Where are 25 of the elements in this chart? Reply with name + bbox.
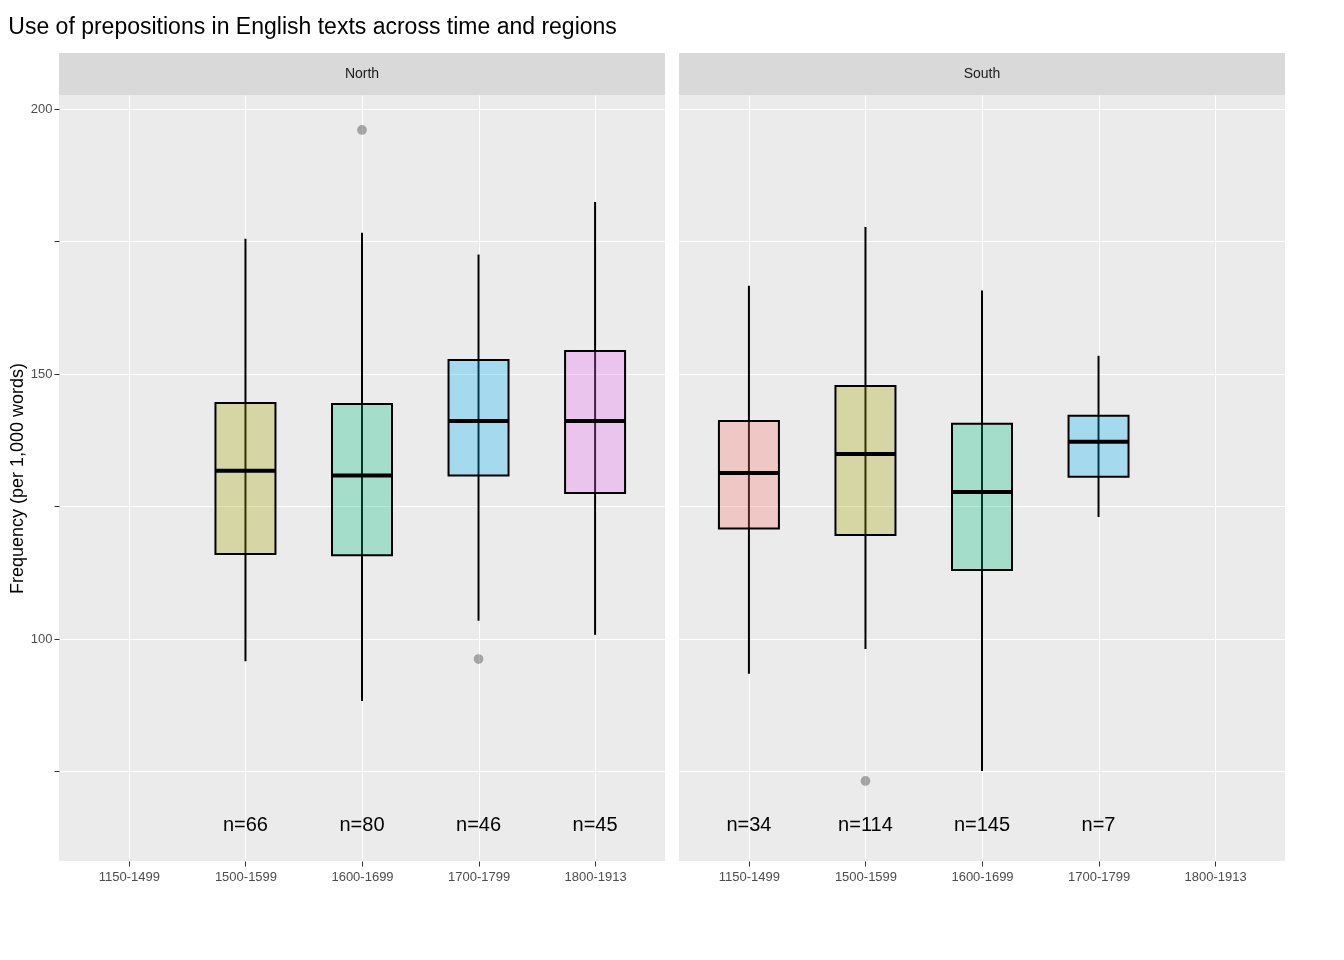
x-tick-label: 1500-1599 (214, 868, 278, 884)
x-tick-label: 1800-1913 (564, 868, 627, 884)
chart-subtitle: North (344, 65, 380, 81)
annotation: n=145 (953, 813, 1011, 835)
x-tick-label: 1150-1499 (718, 868, 781, 884)
annotation: n=45 (572, 813, 618, 835)
chart-title: Use of prepositions in English texts across time and regions (8, 13, 617, 39)
annotation: n=80 (339, 813, 385, 835)
x-tick-label: 1700-1799 (1067, 868, 1131, 884)
x-tick-label: 1800-1913 (1184, 868, 1247, 884)
annotation: n=114 (838, 813, 893, 835)
annotation: n=46 (456, 813, 502, 835)
annotation: n=34 (726, 813, 772, 835)
y-tick-label: 100 (30, 631, 53, 647)
x-tick-label: 1700-1799 (447, 868, 511, 884)
y-tick-label: 200 (30, 101, 53, 117)
annotation: n=7 (1081, 813, 1116, 835)
y-axis-title: Frequency (per 1,000 words) (6, 362, 27, 595)
y-tick-label: 150 (30, 366, 53, 382)
x-tick-label: 1500-1599 (834, 868, 898, 884)
x-tick-label: 1600-1699 (951, 868, 1014, 884)
annotation: n=66 (222, 813, 268, 835)
chart-subtitle: South (963, 65, 1001, 81)
x-tick-label: 1150-1499 (98, 868, 161, 884)
x-tick-label: 1600-1699 (331, 868, 394, 884)
